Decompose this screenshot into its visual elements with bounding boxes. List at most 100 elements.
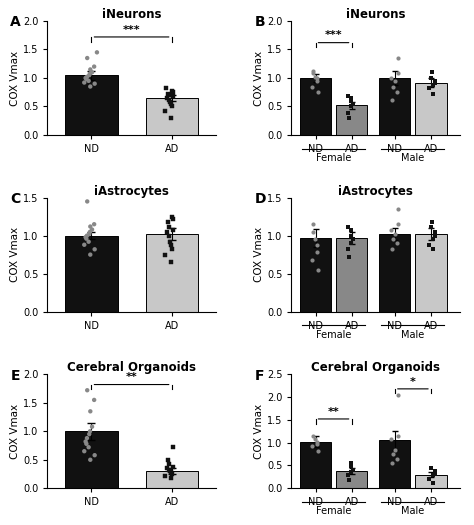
Bar bbox=[336, 471, 367, 488]
Point bbox=[429, 245, 437, 254]
Point bbox=[170, 92, 177, 100]
Point bbox=[425, 84, 433, 92]
Point bbox=[85, 71, 93, 79]
Y-axis label: COX Vmax: COX Vmax bbox=[10, 50, 20, 106]
Point bbox=[393, 455, 401, 463]
Point bbox=[165, 91, 173, 99]
Point bbox=[87, 222, 94, 230]
Point bbox=[349, 466, 357, 474]
Point bbox=[88, 68, 96, 77]
Point bbox=[83, 72, 91, 81]
Text: A: A bbox=[10, 15, 21, 29]
Point bbox=[81, 447, 88, 455]
Point bbox=[312, 435, 319, 443]
Point bbox=[387, 225, 395, 234]
Bar bbox=[415, 475, 447, 488]
Text: Male: Male bbox=[401, 153, 425, 163]
Point bbox=[425, 475, 433, 484]
Point bbox=[308, 442, 316, 450]
Text: F: F bbox=[255, 369, 264, 383]
Point bbox=[312, 72, 319, 81]
Point bbox=[344, 92, 352, 100]
Point bbox=[164, 94, 171, 102]
Point bbox=[82, 75, 90, 83]
Point bbox=[91, 62, 98, 71]
Point bbox=[85, 430, 93, 438]
Point bbox=[161, 250, 169, 259]
Point bbox=[86, 250, 94, 259]
Point bbox=[312, 235, 319, 244]
Bar bbox=[65, 236, 118, 312]
Point bbox=[82, 74, 90, 82]
Point bbox=[347, 102, 355, 111]
Point bbox=[163, 84, 170, 92]
Point bbox=[85, 230, 93, 238]
Y-axis label: COX Vmax: COX Vmax bbox=[254, 404, 264, 459]
Point bbox=[164, 228, 171, 236]
Point bbox=[427, 464, 434, 472]
Point bbox=[429, 235, 437, 244]
Point bbox=[389, 450, 397, 458]
Text: *: * bbox=[410, 376, 416, 386]
Title: iNeurons: iNeurons bbox=[102, 8, 161, 21]
Point bbox=[83, 386, 91, 394]
Point bbox=[88, 423, 96, 431]
Point bbox=[170, 88, 177, 97]
Title: iNeurons: iNeurons bbox=[346, 8, 405, 21]
Point bbox=[347, 232, 355, 240]
Point bbox=[81, 240, 88, 249]
Point bbox=[167, 468, 174, 477]
Point bbox=[308, 82, 316, 91]
Point bbox=[429, 81, 437, 89]
Point bbox=[392, 230, 399, 238]
Point bbox=[394, 205, 402, 213]
Point bbox=[344, 245, 352, 254]
Point bbox=[347, 97, 355, 105]
Bar bbox=[146, 98, 198, 135]
Point bbox=[170, 443, 177, 452]
Text: Female: Female bbox=[316, 153, 351, 163]
Bar bbox=[300, 238, 331, 312]
Point bbox=[427, 74, 434, 82]
Point bbox=[347, 462, 355, 470]
Point bbox=[425, 240, 433, 249]
Text: **: ** bbox=[328, 407, 339, 417]
Point bbox=[82, 437, 90, 446]
Point bbox=[86, 427, 94, 435]
Point bbox=[91, 396, 98, 404]
Point bbox=[429, 471, 437, 480]
Point bbox=[394, 69, 402, 78]
Point bbox=[86, 228, 94, 236]
Text: ***: *** bbox=[325, 30, 342, 40]
Point bbox=[431, 78, 438, 87]
Bar bbox=[146, 234, 198, 312]
Point bbox=[344, 471, 352, 480]
Title: iAstrocytes: iAstrocytes bbox=[338, 185, 413, 197]
Point bbox=[167, 258, 174, 266]
Point bbox=[81, 78, 88, 87]
Point bbox=[431, 469, 438, 478]
Bar bbox=[65, 431, 118, 488]
Point bbox=[85, 237, 92, 246]
Point bbox=[347, 225, 355, 234]
Point bbox=[82, 235, 90, 243]
Point bbox=[431, 228, 438, 236]
Point bbox=[86, 456, 94, 464]
Point bbox=[88, 225, 96, 234]
Point bbox=[349, 99, 357, 108]
Text: Male: Male bbox=[401, 507, 425, 517]
Point bbox=[170, 463, 177, 471]
Point bbox=[388, 459, 396, 467]
Bar bbox=[300, 78, 331, 135]
Point bbox=[347, 239, 355, 247]
Point bbox=[431, 77, 438, 85]
Point bbox=[86, 69, 94, 78]
Point bbox=[164, 218, 172, 226]
Point bbox=[167, 474, 174, 482]
Point bbox=[86, 82, 94, 91]
Point bbox=[165, 96, 173, 104]
Point bbox=[82, 233, 90, 242]
Point bbox=[165, 466, 173, 474]
Point bbox=[349, 235, 357, 244]
Title: Cerebral Organoids: Cerebral Organoids bbox=[311, 361, 440, 374]
